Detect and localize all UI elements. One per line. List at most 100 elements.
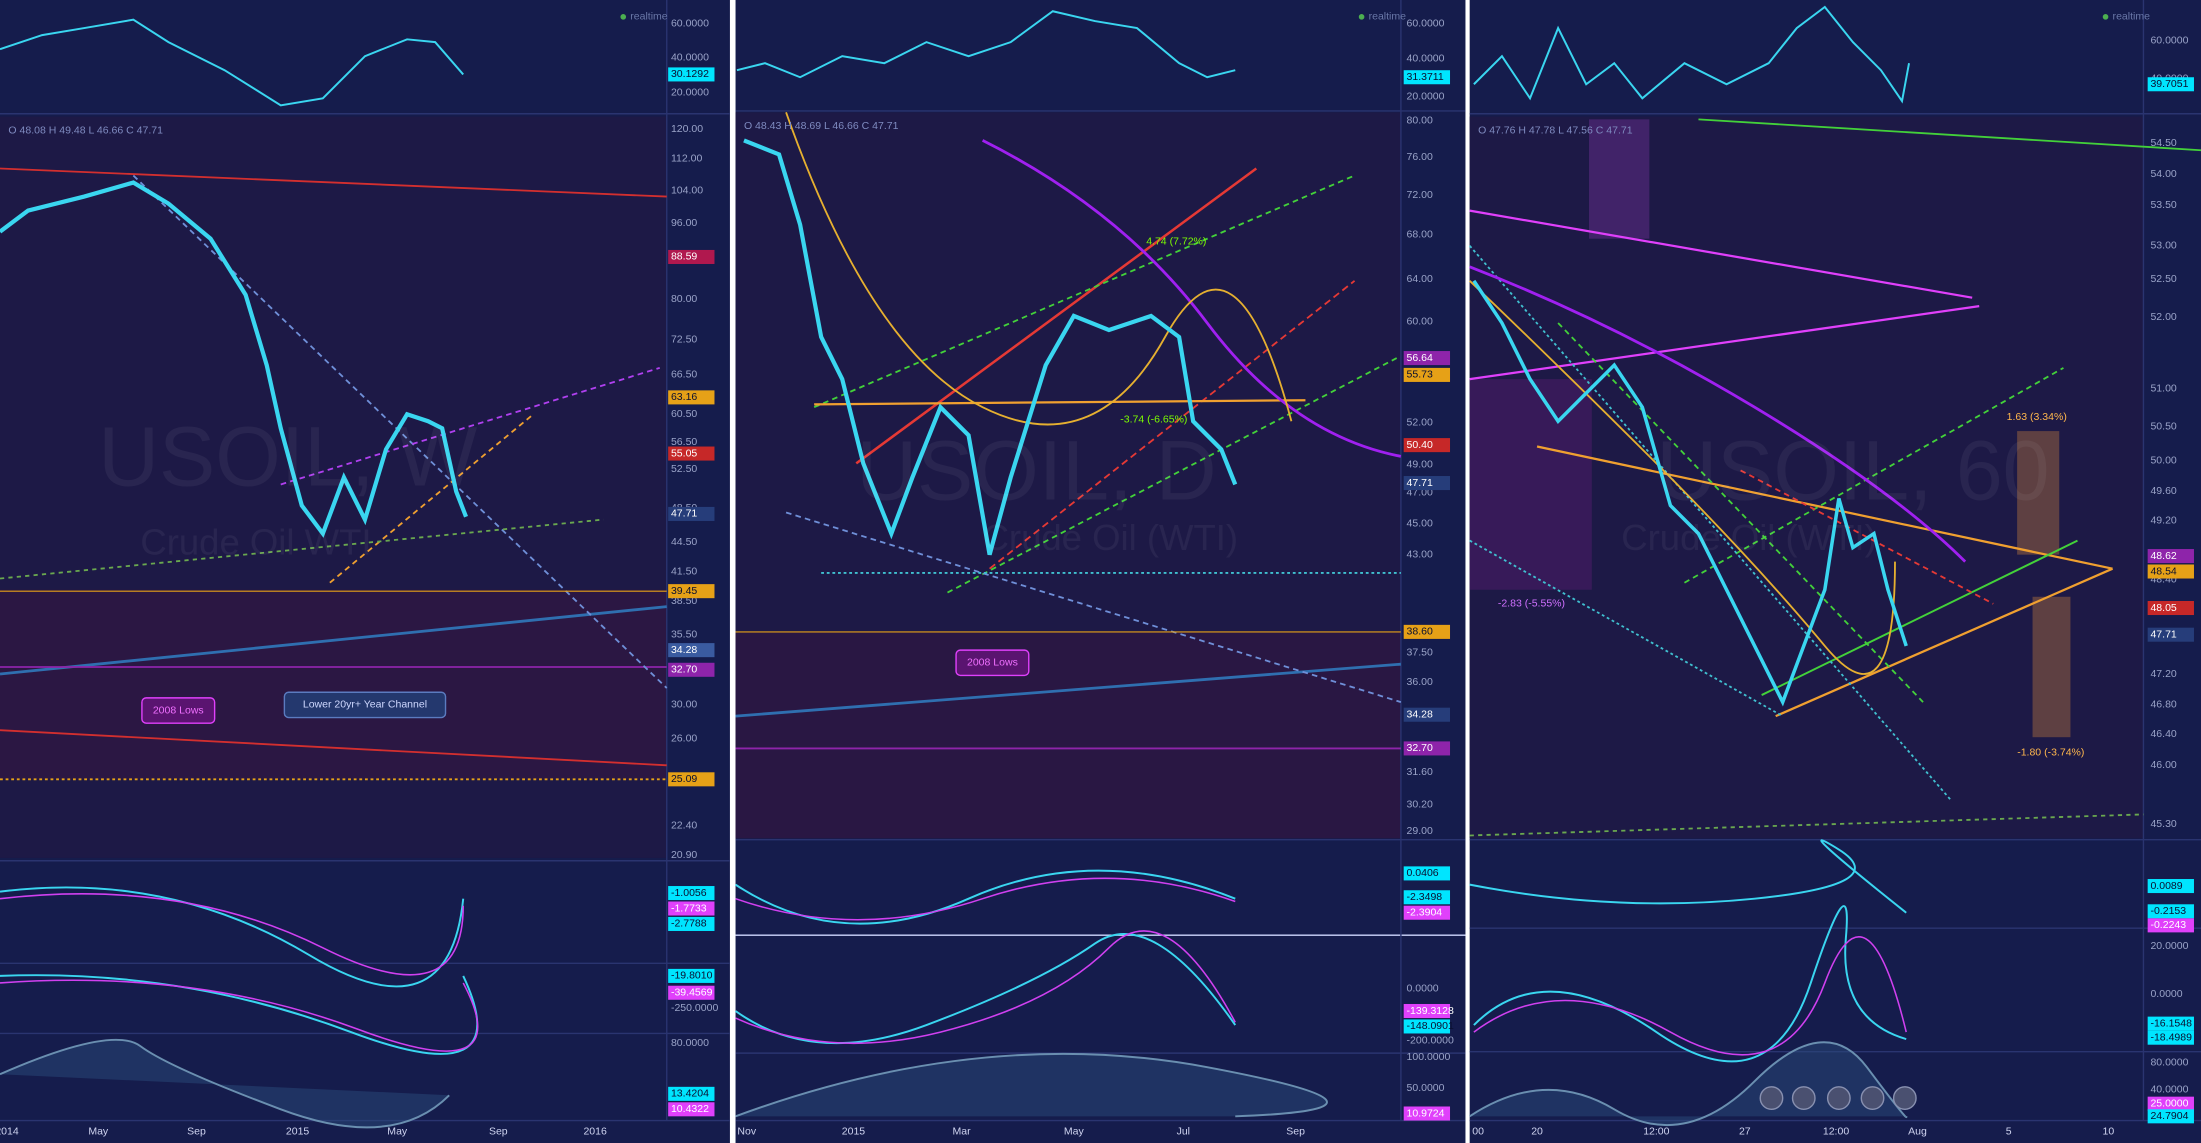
x-axis-label: 2015 (842, 1126, 866, 1138)
price-tag: 47.71 (671, 508, 697, 520)
price-tag-bg (668, 772, 715, 787)
price-tag: 25.09 (671, 773, 697, 785)
realtime-status: realtime (1369, 11, 1407, 23)
price-tag-bg (668, 662, 715, 677)
price-tag: 30.1292 (671, 68, 709, 80)
axis-label: 0.0000 (1407, 982, 1439, 994)
annotation: -2.83 (-5.55%) (1498, 598, 1565, 610)
x-axis-label: Aug (1908, 1126, 1927, 1138)
axis-label: 52.00 (2150, 311, 2176, 323)
axis-label: 46.00 (2150, 759, 2176, 771)
axis-label: 80.00 (671, 293, 697, 305)
price-tag: 10.4322 (671, 1103, 709, 1115)
axis-label: 50.50 (2150, 421, 2176, 433)
axis-label: 43.00 (1407, 548, 1433, 560)
x-axis-label: Jul (1177, 1126, 1190, 1138)
watermark: Crude Oil (WTI) (1621, 517, 1876, 558)
x-axis-label: 2015 (286, 1126, 310, 1138)
price-tag: 32.70 (1407, 742, 1433, 754)
axis-label: 68.00 (1407, 228, 1433, 240)
watermark: USOIL, W (98, 410, 477, 504)
price-tag-bg (1403, 707, 1451, 722)
price-tag: 38.60 (1407, 626, 1433, 638)
axis-label: 30.00 (671, 699, 697, 711)
price-tag-bg (1403, 624, 1451, 639)
price-tag-bg (668, 916, 715, 931)
x-axis-label: 5 (2006, 1126, 2012, 1138)
axis-label: 45.00 (1407, 518, 1433, 530)
price-tag-bg (1403, 1106, 1451, 1121)
price-tag-bg (1403, 70, 1451, 85)
annotation-box (955, 649, 1030, 677)
price-tag-bg (668, 1086, 715, 1101)
price-tag: 24.7904 (2150, 1110, 2188, 1122)
price-tag: -18.4989 (2150, 1031, 2192, 1043)
price-tag: 47.71 (1407, 477, 1433, 489)
axis-label: 100.0000 (1407, 1051, 1451, 1063)
axis-label: 60.00 (1407, 315, 1433, 327)
axis-label: 49.20 (2150, 515, 2176, 527)
axis-label: 52.00 (1407, 416, 1433, 428)
axis-label: 50.0000 (1407, 1082, 1445, 1094)
price-tag: 34.28 (671, 644, 697, 656)
price-tag-bg (1403, 476, 1451, 491)
x-axis-label: 10 (2103, 1126, 2115, 1138)
axis-label: 41.50 (671, 565, 697, 577)
ohlc-legend: O 47.76 H 47.78 L 47.56 C 47.71 (1478, 124, 1633, 136)
axis-label: 64.00 (1407, 273, 1433, 285)
axis-label: 40.0000 (1407, 53, 1445, 65)
axis-label: 30.20 (1407, 798, 1433, 810)
replay-controls[interactable] (1759, 1086, 1917, 1111)
axis-label: 60.50 (671, 408, 697, 420)
price-tag: 56.64 (1407, 352, 1433, 364)
watermark: USOIL, 60 (1656, 424, 2049, 518)
x-axis-label: Mar (952, 1126, 971, 1138)
price-tag: -148.0901 (1407, 1020, 1455, 1032)
axis-label: 60.0000 (671, 18, 709, 30)
axis-label: 29.00 (1407, 825, 1433, 837)
price-tag-bg (2147, 600, 2194, 616)
axis-label: 20.0000 (671, 86, 709, 98)
axis-label: 26.00 (671, 732, 697, 744)
axis-label: 53.00 (2150, 240, 2176, 252)
axis-label: 60.0000 (1407, 18, 1445, 30)
axis-label: 96.00 (671, 217, 697, 229)
price-tag: -1.7733 (671, 902, 707, 914)
price-tag: -19.8010 (671, 970, 713, 982)
price-tag-bg (1403, 890, 1451, 905)
axis-label: 40.0000 (671, 51, 709, 63)
axis-label: 51.00 (2150, 383, 2176, 395)
price-tag-bg (2147, 918, 2194, 933)
price-tag: -16.1548 (2150, 1017, 2192, 1029)
realtime-status: realtime (2113, 11, 2151, 23)
axis-label: 31.60 (1407, 766, 1433, 778)
price-tag-bg (668, 985, 715, 1000)
price-tag-bg (1403, 866, 1451, 881)
realtime-dot (620, 14, 627, 20)
axis-label: 22.40 (671, 819, 697, 831)
axis-label: 54.00 (2150, 168, 2176, 180)
x-axis-label: 2016 (583, 1126, 607, 1138)
price-tag-bg (2147, 77, 2194, 92)
price-tag-bg (2147, 1030, 2194, 1045)
x-axis-label: Sep (187, 1126, 206, 1138)
axis-label: 76.00 (1407, 151, 1433, 163)
axis-label: 49.00 (1407, 459, 1433, 471)
x-axis-label: 12:00 (1823, 1126, 1849, 1138)
price-tag-bg (668, 390, 715, 405)
price-tag-bg (668, 584, 715, 599)
axis-label: 37.50 (1407, 647, 1433, 659)
price-tag-bg (2147, 1016, 2194, 1031)
axis-label: 56.50 (671, 436, 697, 448)
price-tag: 50.40 (1407, 439, 1433, 451)
annotation: 2008 Lows (967, 657, 1018, 669)
price-tag: 0.0089 (2150, 880, 2182, 892)
annotation: 4.74 (7.72%) (1146, 235, 1206, 247)
price-tag-bg (2147, 879, 2194, 894)
signal-curves (0, 877, 1907, 1056)
price-tag: -2.3904 (1407, 906, 1443, 918)
x-axis-label: 27 (1739, 1126, 1751, 1138)
